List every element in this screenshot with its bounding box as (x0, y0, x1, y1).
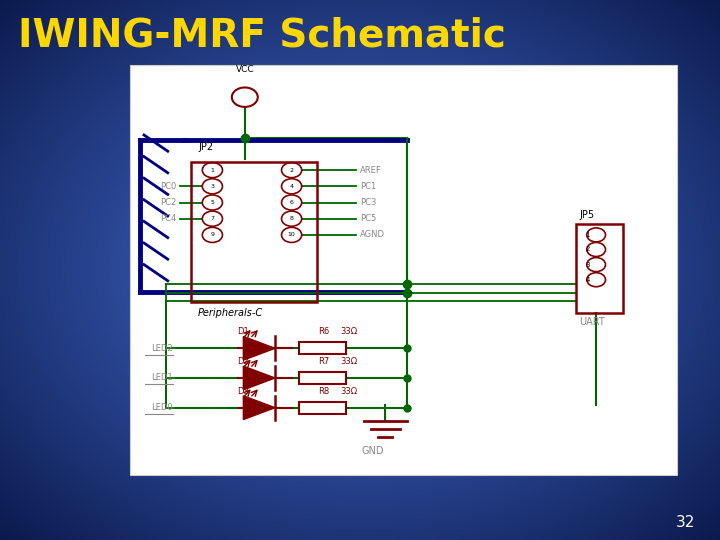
Text: AREF: AREF (360, 166, 382, 174)
Bar (191, 162, 317, 302)
Text: 33Ω: 33Ω (341, 387, 357, 396)
Text: D3: D3 (238, 387, 249, 396)
Text: LED0: LED0 (151, 403, 173, 412)
Polygon shape (243, 396, 275, 420)
Bar (130, 65, 677, 475)
Text: AGND: AGND (360, 231, 385, 239)
Text: GND: GND (361, 446, 384, 456)
Polygon shape (243, 366, 275, 390)
Text: LED1: LED1 (151, 374, 173, 382)
Text: 33Ω: 33Ω (341, 327, 357, 336)
Text: 7: 7 (210, 216, 215, 221)
Bar (299, 402, 346, 414)
Text: R6: R6 (319, 327, 330, 336)
Text: 2: 2 (289, 167, 294, 173)
Text: LED2: LED2 (151, 344, 173, 353)
Text: PC1: PC1 (360, 182, 377, 191)
Polygon shape (243, 336, 275, 360)
Text: 33Ω: 33Ω (341, 357, 357, 366)
Text: PC2: PC2 (160, 198, 176, 207)
Text: 1: 1 (210, 167, 215, 173)
Text: JP2: JP2 (198, 141, 213, 152)
Text: 9: 9 (210, 232, 215, 238)
Text: IWING-MRF Schematic: IWING-MRF Schematic (18, 16, 506, 54)
Text: 4: 4 (585, 276, 590, 283)
Text: 3: 3 (585, 261, 590, 268)
Text: 8: 8 (289, 216, 294, 221)
Text: JP5: JP5 (580, 210, 595, 220)
Bar (299, 372, 346, 384)
Text: 1: 1 (585, 232, 590, 238)
Text: D2: D2 (238, 357, 249, 366)
Text: 6: 6 (289, 200, 294, 205)
Text: 5: 5 (210, 200, 215, 205)
Text: PC5: PC5 (360, 214, 377, 223)
Text: D1: D1 (238, 327, 249, 336)
Text: 4: 4 (289, 184, 294, 189)
Text: R7: R7 (319, 357, 330, 366)
Text: VCC: VCC (235, 65, 254, 74)
Text: 32: 32 (675, 515, 695, 530)
Text: Peripherals-C: Peripherals-C (198, 308, 263, 318)
Text: 10: 10 (288, 232, 295, 238)
Text: PC0: PC0 (160, 182, 176, 191)
Text: 2: 2 (585, 246, 590, 253)
Bar (299, 342, 346, 354)
Text: 3: 3 (210, 184, 215, 189)
Bar (576, 224, 623, 313)
Text: UART: UART (580, 317, 606, 327)
Text: PC4: PC4 (160, 214, 176, 223)
Text: PC3: PC3 (360, 198, 377, 207)
Text: R8: R8 (319, 387, 330, 396)
